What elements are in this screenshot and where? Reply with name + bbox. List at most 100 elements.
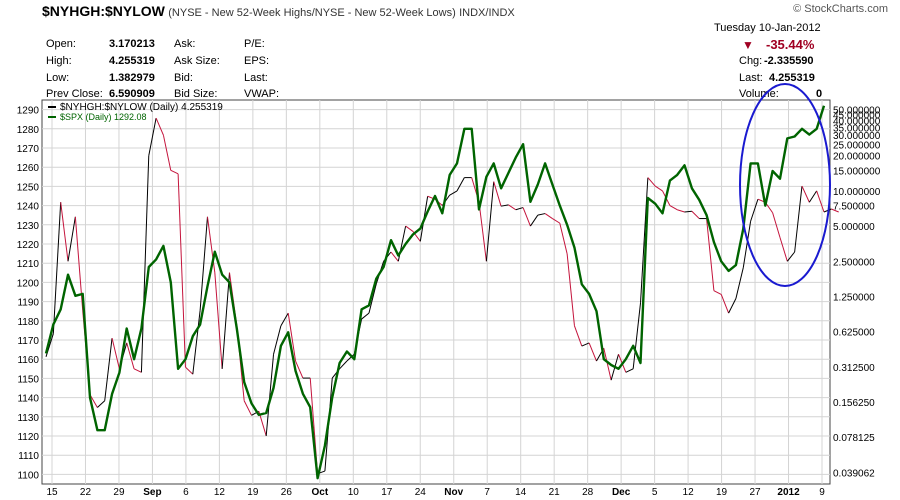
series-lines [44, 105, 839, 480]
ratio-line-segment [405, 225, 414, 232]
x-tick-label: Nov [444, 487, 463, 498]
ratio-line-segment [801, 185, 810, 203]
ratio-line-segment [552, 218, 561, 224]
high-value: 4.255319 [109, 55, 155, 67]
last-label-right: Last: [739, 72, 763, 84]
ratio-line-segment [735, 267, 744, 299]
ratio-line-segment [104, 338, 113, 401]
y-left-tick-label: 1230 [17, 221, 40, 232]
ratio-line-segment [530, 214, 539, 227]
x-tick-label: 22 [80, 487, 92, 498]
last-label: Last: [244, 72, 268, 84]
ratio-line-segment [206, 216, 216, 273]
y-right-tick-label: 0.312500 [833, 363, 875, 374]
x-tick-label: 26 [281, 487, 293, 498]
pe-label: P/E: [244, 38, 265, 50]
ratio-line-segment [60, 202, 69, 262]
ratio-line-segment [177, 173, 186, 368]
ratio-line-segment [831, 208, 839, 213]
ask-size-label: Ask Size: [174, 55, 220, 67]
open-label: Open: [46, 38, 76, 50]
ratio-line-segment [544, 213, 553, 219]
ratio-line-segment [449, 190, 458, 196]
y-right-tick-label: 10.000000 [833, 187, 881, 198]
ratio-line-segment [346, 353, 355, 362]
legend-ratio-swatch [48, 106, 56, 108]
y-left-tick-label: 1180 [17, 317, 39, 328]
y-right-tick-label: 0.078125 [833, 433, 875, 444]
x-tick-label: 24 [415, 487, 427, 498]
ratio-line-segment [573, 325, 583, 347]
ratio-line-segment [720, 294, 730, 314]
y-left-tick-label: 1270 [17, 144, 40, 155]
x-tick-label: 19 [247, 487, 259, 498]
eps-label: EPS: [244, 55, 270, 67]
y-left-tick-label: 1190 [17, 298, 39, 309]
ratio-line-segment [625, 368, 634, 373]
y-left-tick-label: 1220 [17, 240, 40, 251]
y-left-tick-label: 1260 [17, 163, 40, 174]
stockcharts-credit[interactable]: © StockCharts.com [793, 3, 888, 15]
y-right-tick-label: 35.000000 [833, 123, 881, 134]
ratio-line-segment [214, 272, 223, 369]
ratio-line-segment [133, 368, 142, 373]
ratio-line-segment [632, 302, 642, 369]
open-value: 3.170213 [109, 38, 155, 50]
y-left-tick-label: 1140 [17, 394, 39, 405]
y-left-tick-label: 1110 [18, 451, 39, 462]
x-tick-label: 2012 [777, 487, 800, 498]
ratio-line-segment [280, 312, 289, 327]
ratio-line-segment [742, 221, 752, 268]
y-left-tick-label: 1120 [17, 432, 39, 443]
ratio-line-segment [515, 207, 524, 211]
ratio-line-segment [485, 181, 495, 262]
legend-ratio: $NYHGH:$NYLOW (Daily) 4.255319 [60, 102, 223, 113]
y-right-tick-label: 0.156250 [833, 398, 875, 409]
ratio-line-segment [566, 253, 575, 326]
ratio-line-segment [140, 155, 150, 373]
ratio-line-segment [779, 237, 788, 262]
ratio-line-segment [750, 199, 759, 222]
ratio-line-segment [508, 204, 517, 211]
symbol: $NYHGH:$NYLOW [42, 3, 165, 19]
quote-date: Tuesday 10-Jan-2012 [714, 22, 821, 34]
x-tick-label: 21 [549, 487, 561, 498]
ratio-line-segment [97, 400, 106, 408]
ask-label: Ask: [174, 38, 196, 50]
ratio-line-segment [706, 218, 715, 291]
ratio-line-segment [603, 348, 612, 381]
ratio-line-segment [691, 210, 700, 219]
x-tick-label: 14 [515, 487, 527, 498]
x-tick-label: Dec [612, 487, 631, 498]
ratio-line-segment [456, 177, 465, 192]
ratio-line-segment [808, 190, 818, 203]
ratio-line-segment [52, 202, 62, 334]
plot-frame [41, 99, 831, 485]
ratio-line-segment [89, 394, 98, 408]
x-tick-label: 12 [683, 487, 695, 498]
legend-spx-swatch [48, 116, 56, 118]
chart-title: $NYHGH:$NYLOW (NYSE - New 52-Week Highs/… [42, 3, 515, 19]
ratio-line-segment [192, 310, 201, 375]
ratio-line-segment [728, 298, 737, 314]
ratio-line-segment [273, 325, 282, 355]
bid-size-label: Bid Size: [174, 88, 218, 100]
ratio-line-segment [170, 169, 179, 175]
x-tick-label: 17 [381, 487, 393, 498]
grid [42, 100, 830, 484]
x-tick-label: 15 [46, 487, 58, 498]
y-right-tick-label: 20.000000 [833, 152, 881, 163]
legend: $NYHGH:$NYLOW (Daily) 4.255319 $SPX (Dai… [48, 102, 223, 122]
symbol-description: (NYSE - New 52-Week Highs/NYSE - New 52-… [168, 7, 456, 19]
low-value: 1.382979 [109, 72, 155, 84]
x-tick-label: 19 [716, 487, 728, 498]
ratio-line-segment [684, 210, 692, 213]
ratio-line-segment [67, 216, 76, 262]
ratio-line-segment [185, 366, 194, 375]
prev-close-value: 6.590909 [109, 88, 155, 100]
y-right-tick-label: 5.000000 [833, 222, 875, 233]
y-right-tick-label: 7.500000 [833, 202, 875, 213]
x-tick-label: 7 [484, 487, 490, 498]
bid-label: Bid: [174, 72, 193, 84]
y-right-tick-label: 40.000000 [833, 117, 881, 128]
